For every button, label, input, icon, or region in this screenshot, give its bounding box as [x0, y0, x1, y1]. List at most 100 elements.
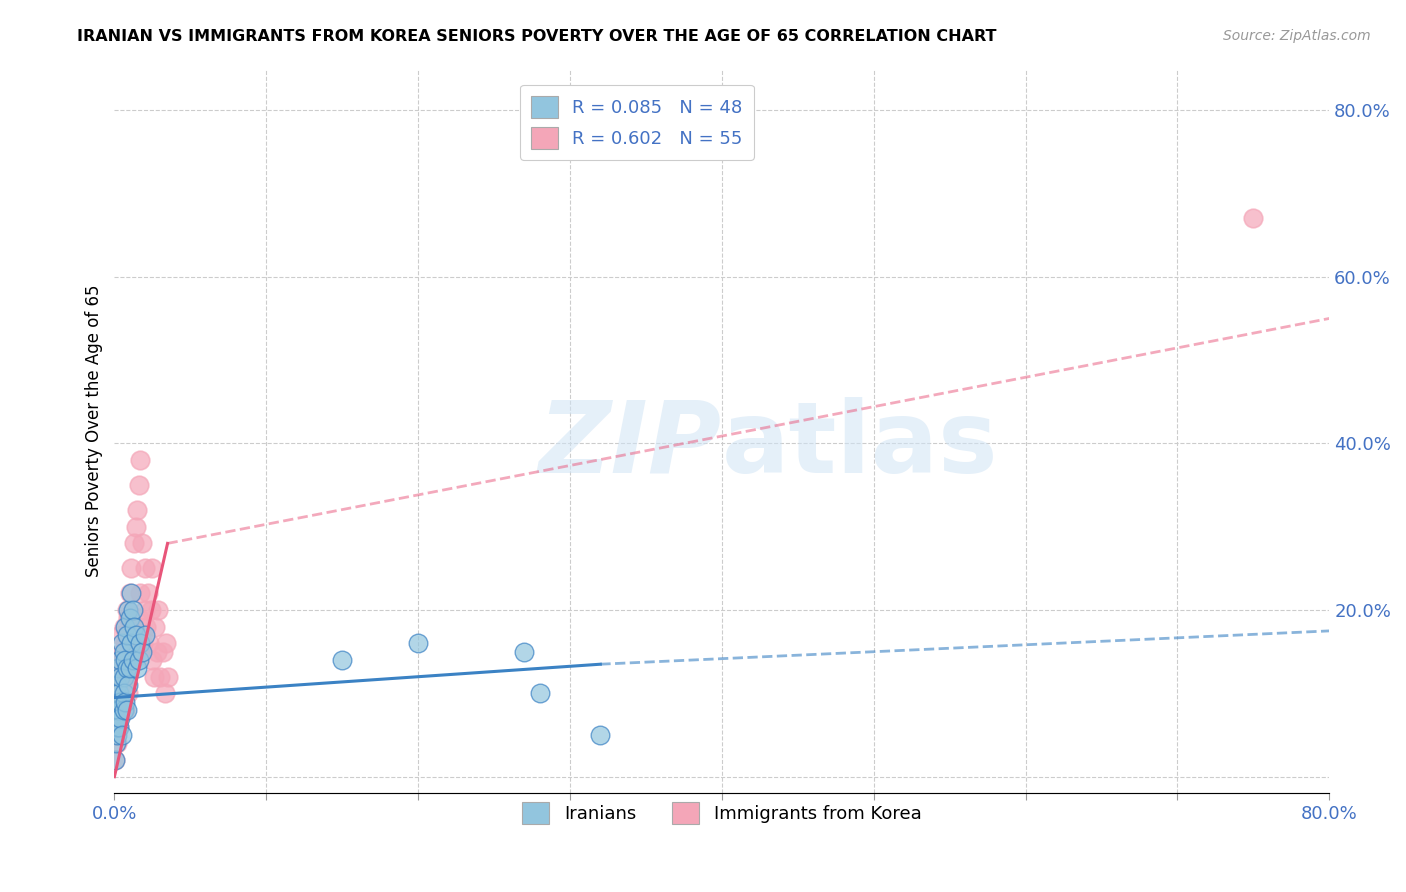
Point: [105, 678, 128, 692]
Point: [115, 603, 138, 617]
Point: [127, 503, 149, 517]
Point: [110, 670, 132, 684]
Point: [134, 603, 156, 617]
Point: [117, 603, 139, 617]
Point: [121, 653, 143, 667]
Point: [156, 670, 179, 684]
Point: [107, 661, 129, 675]
Point: [110, 628, 132, 642]
Point: [107, 703, 129, 717]
Point: [105, 695, 128, 709]
Point: [128, 653, 150, 667]
Point: [142, 670, 165, 684]
Point: [129, 453, 152, 467]
Point: [115, 628, 138, 642]
Point: [111, 636, 134, 650]
Point: [111, 728, 134, 742]
Point: [105, 728, 128, 742]
Point: [112, 645, 135, 659]
Point: [105, 736, 128, 750]
Point: [148, 603, 170, 617]
Point: [105, 711, 128, 725]
Point: [114, 620, 136, 634]
Point: [104, 753, 127, 767]
Text: ZIP: ZIP: [538, 397, 721, 494]
Point: [129, 586, 152, 600]
Point: [589, 728, 612, 742]
Point: [104, 753, 127, 767]
Point: [330, 653, 353, 667]
Point: [134, 628, 156, 642]
Point: [104, 728, 127, 742]
Point: [127, 661, 149, 675]
Point: [112, 670, 135, 684]
Legend: Iranians, Immigrants from Korea: Iranians, Immigrants from Korea: [512, 791, 932, 835]
Point: [115, 670, 138, 684]
Point: [122, 620, 145, 634]
Point: [152, 645, 174, 659]
Point: [115, 703, 138, 717]
Point: [128, 478, 150, 492]
Point: [112, 703, 135, 717]
Point: [108, 720, 131, 734]
Point: [124, 628, 146, 642]
Point: [107, 661, 129, 675]
Point: [108, 720, 131, 734]
Point: [153, 686, 176, 700]
Point: [114, 695, 136, 709]
Point: [112, 620, 135, 634]
Point: [112, 686, 135, 700]
Point: [136, 586, 159, 600]
Point: [114, 636, 136, 650]
Point: [141, 653, 163, 667]
Point: [110, 653, 132, 667]
Point: [114, 653, 136, 667]
Point: [117, 686, 139, 700]
Point: [529, 686, 551, 700]
Point: [110, 695, 132, 709]
Point: [131, 645, 153, 659]
Point: [139, 603, 162, 617]
Text: atlas: atlas: [721, 397, 998, 494]
Point: [107, 711, 129, 725]
Point: [128, 611, 150, 625]
Point: [146, 645, 169, 659]
Point: [120, 586, 142, 600]
Point: [135, 620, 157, 634]
Point: [105, 695, 128, 709]
Point: [138, 636, 160, 650]
Point: [111, 645, 134, 659]
Point: [117, 678, 139, 692]
Point: [118, 653, 141, 667]
Point: [111, 695, 134, 709]
Point: [114, 703, 136, 717]
Y-axis label: Seniors Poverty Over the Age of 65: Seniors Poverty Over the Age of 65: [86, 285, 103, 577]
Point: [124, 520, 146, 534]
Point: [108, 703, 131, 717]
Point: [110, 670, 132, 684]
Point: [134, 561, 156, 575]
Point: [108, 653, 131, 667]
Point: [117, 611, 139, 625]
Point: [149, 670, 172, 684]
Point: [118, 661, 141, 675]
Point: [120, 636, 142, 650]
Point: [120, 561, 142, 575]
Point: [122, 536, 145, 550]
Point: [127, 628, 149, 642]
Point: [131, 536, 153, 550]
Point: [115, 661, 138, 675]
Point: [513, 645, 536, 659]
Point: [118, 586, 141, 600]
Point: [121, 620, 143, 634]
Point: [121, 603, 143, 617]
Point: [118, 611, 141, 625]
Point: [104, 736, 127, 750]
Point: [112, 678, 135, 692]
Point: [107, 720, 129, 734]
Point: [124, 645, 146, 659]
Text: Source: ZipAtlas.com: Source: ZipAtlas.com: [1223, 29, 1371, 44]
Point: [129, 636, 152, 650]
Point: [107, 703, 129, 717]
Point: [155, 636, 177, 650]
